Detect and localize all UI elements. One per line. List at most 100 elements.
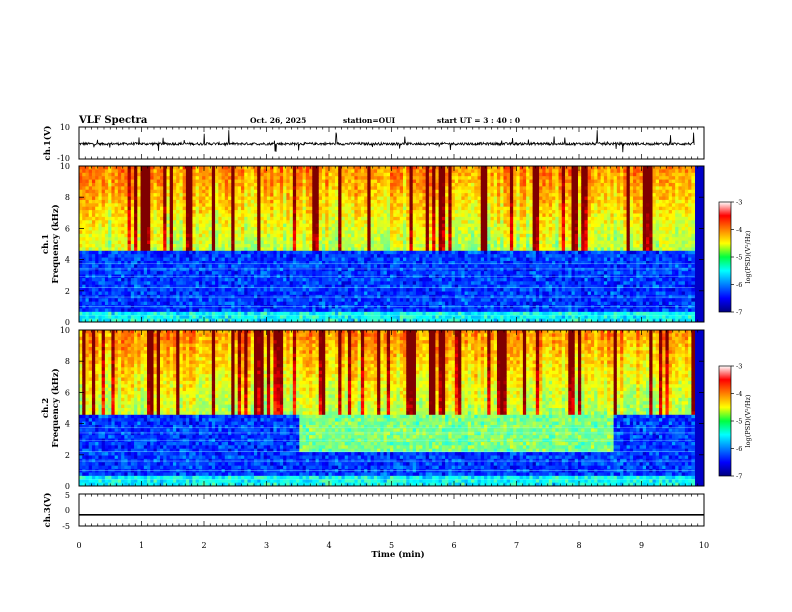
spectrogram-cell [192,186,197,191]
spectrogram-cell [325,189,329,194]
spectrogram-cell [182,169,187,174]
spectrogram-cell [305,315,310,320]
spectrogram-cell [192,264,197,269]
spectrogram-cell [299,288,303,292]
spectrogram-cell [166,223,171,228]
spectrogram-cell [121,298,125,303]
spectrogram-cell [393,203,397,208]
spectrogram-cell [305,247,310,252]
spectrogram-cell [202,186,206,191]
spectrogram-cell [192,277,197,282]
spectrogram-cell [179,281,184,286]
spectrogram-cell [221,305,226,309]
spectrogram-cell [134,271,138,275]
spectrogram-cell [244,169,248,174]
spectrogram-cell [247,213,252,218]
spectrogram-cell [182,220,187,225]
spectrogram-cell [231,281,235,286]
spectrogram-cell [221,230,226,235]
spectrogram-cell [283,189,287,194]
spectrogram-cell [104,169,109,174]
spectrogram-cell [182,284,187,289]
spectrogram-cell [234,233,239,238]
spectrogram-cell [185,264,190,269]
spectrogram-cell [108,298,112,303]
spectrogram-cell [218,284,222,289]
spectrogram-cell [98,274,103,279]
spectrogram-cell [228,203,232,208]
spectrogram-cell [198,206,203,211]
spectrogram-cell [373,220,378,225]
spectrogram-cell [143,172,148,177]
spectrogram-cell [237,244,242,248]
spectrogram-cell [150,247,154,252]
spectrogram-cell [79,176,83,180]
spectrogram-cell [147,210,151,214]
spectrogram-cell [221,216,226,221]
spectrogram-cell [422,196,427,201]
spectrogram-cell [364,223,368,228]
spectrogram-cell [318,223,323,228]
spectrogram-cell [266,291,271,296]
spectrogram-cell [266,271,271,275]
spectrogram-cell [325,271,329,275]
spectrogram-cell [208,254,213,258]
spectrogram-cell [241,233,245,238]
spectrogram-cell [114,172,119,177]
spectrogram-cell [283,271,287,275]
spectrogram-cell [205,166,210,170]
spectrogram-cell [130,230,135,235]
spectrogram-cell [412,305,417,309]
spectrogram-cell [208,274,213,279]
spectrogram-cell [189,182,193,187]
spectrogram-cell [124,169,128,174]
spectrogram-cell [357,308,362,313]
spectrogram-cell [88,277,93,282]
spectrogram-cell [393,240,397,245]
spectrogram-cell [176,264,180,269]
spectrogram-cell [409,176,414,180]
spectrogram-cell [241,250,245,255]
spectrogram-cell [373,254,378,258]
spectrogram-cell [266,247,271,252]
spectrogram-cell [253,291,258,296]
spectrogram-cell [228,182,232,187]
spectrogram-cell [179,244,184,248]
spectrogram-cell [153,240,158,245]
spectrogram-cell [221,311,226,316]
spectrogram-cell [143,301,148,306]
spectrogram-cell [386,233,391,238]
spectrogram-cell [377,254,381,258]
spectrogram-cell [403,264,407,269]
spectrogram-cell [270,244,274,248]
spectrogram-cell [111,291,116,296]
spectrogram-cell [117,230,122,235]
spectrogram-cell [88,318,93,323]
spectrogram-cell [172,199,177,204]
spectrogram-cell [276,203,281,208]
spectrogram-cell [182,189,187,194]
spectrogram-cell [396,179,401,184]
spectrogram-cell [247,305,252,309]
spectrogram-cell [341,227,346,231]
spectrogram-cell [234,274,239,279]
spectrogram-cell [263,203,268,208]
spectrogram-cell [364,210,368,214]
spectrogram-cell [312,305,316,309]
spectrogram-cell [364,291,368,296]
spectrogram-cell [224,169,229,174]
spectrogram-cell [114,308,119,313]
spectrogram-cell [309,318,313,323]
spectrogram-cell [205,311,210,316]
spectrogram-cell [367,240,372,245]
spectrogram-cell [390,230,394,235]
spectrogram-cell [169,315,174,320]
spectrogram-cell [347,240,352,245]
spectrogram-cell [228,199,232,204]
spectrogram-cell [318,274,323,279]
spectrogram-cell [331,210,336,214]
spectrogram-cell [179,216,184,221]
spectrogram-cell [124,291,128,296]
spectrogram-cell [241,216,245,221]
spectrogram-cell [153,274,158,279]
